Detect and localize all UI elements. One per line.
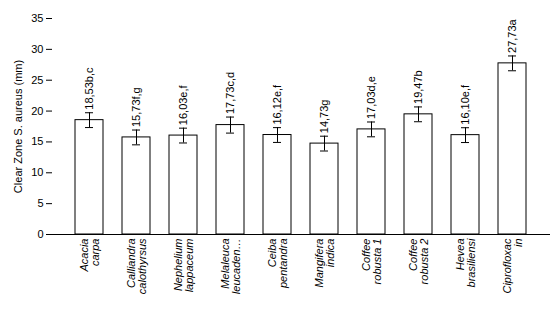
svg-text:Acaciacarpa: Acaciacarpa bbox=[78, 239, 101, 273]
svg-text:27,73a: 27,73a bbox=[506, 18, 518, 53]
svg-text:Ciprofloxacin: Ciprofloxacin bbox=[501, 238, 524, 294]
svg-text:25: 25 bbox=[31, 74, 43, 86]
svg-text:16,12e,f: 16,12e,f bbox=[271, 84, 283, 125]
svg-text:Coffeerobusta 2: Coffeerobusta 2 bbox=[407, 239, 430, 285]
svg-text:10: 10 bbox=[31, 166, 43, 178]
svg-text:Clear Zone S. aureus (mm): Clear Zone S. aureus (mm) bbox=[12, 60, 24, 193]
svg-text:0: 0 bbox=[37, 228, 43, 240]
svg-text:16,10e,f: 16,10e,f bbox=[459, 84, 471, 125]
svg-text:Ceibapentandra: Ceibapentandra bbox=[266, 239, 289, 290]
svg-text:14,73g: 14,73g bbox=[318, 100, 330, 134]
svg-text:35: 35 bbox=[31, 12, 43, 24]
svg-text:15: 15 bbox=[31, 135, 43, 147]
svg-text:20: 20 bbox=[31, 105, 43, 117]
svg-text:Nepheliumlappaceum: Nepheliumlappaceum bbox=[172, 239, 195, 293]
svg-text:Mangiferaindica: Mangiferaindica bbox=[313, 239, 336, 288]
svg-text:Melaleucaleucaden…: Melaleucaleucaden… bbox=[219, 239, 242, 295]
svg-text:19,47b: 19,47b bbox=[412, 70, 424, 104]
svg-text:17,73c,d: 17,73c,d bbox=[224, 72, 236, 114]
svg-text:15,73f,g: 15,73f,g bbox=[130, 87, 142, 127]
svg-text:Heveabrasiliensi: Heveabrasiliensi bbox=[454, 238, 477, 287]
svg-text:16,03e,f: 16,03e,f bbox=[177, 84, 189, 125]
svg-text:Calliandracalothyrsus: Calliandracalothyrsus bbox=[125, 238, 148, 294]
svg-text:Coffeerobusta 1: Coffeerobusta 1 bbox=[360, 239, 383, 285]
svg-text:17,03d,e: 17,03d,e bbox=[365, 76, 377, 119]
svg-text:5: 5 bbox=[37, 197, 43, 209]
svg-text:18,53b,c: 18,53b,c bbox=[83, 67, 95, 110]
svg-text:30: 30 bbox=[31, 43, 43, 55]
